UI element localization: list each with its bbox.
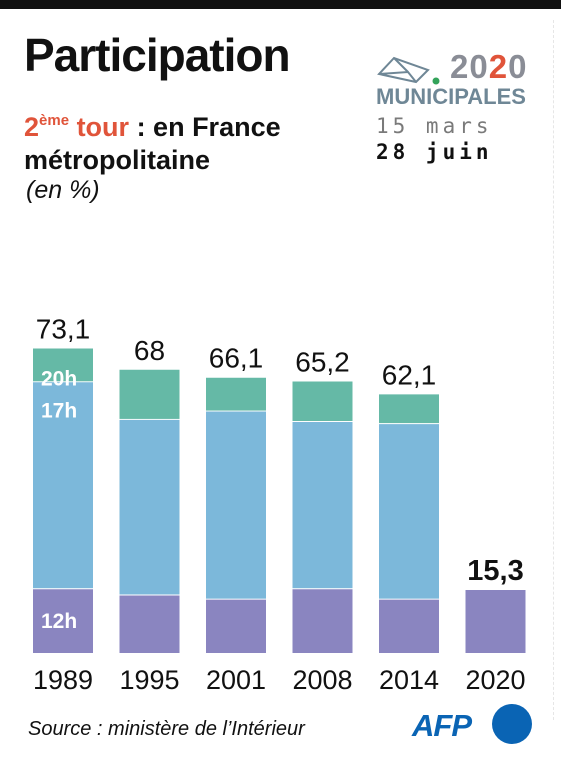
total-label-2020: 15,3 [467, 555, 523, 587]
bar-segment-12h-2001 [206, 598, 266, 653]
bar-segment-12h-1995 [119, 594, 180, 653]
bar-segment-17h-2001 [206, 410, 266, 599]
turnout-bar-chart: 73,1 1989 68 1995 66,1 2001 65,2 2008 62,1 2014 15… [33, 313, 526, 695]
bar-segment-20h-2014 [379, 393, 439, 424]
category-label-1995: 1995 [119, 665, 179, 695]
category-label-1989: 1989 [33, 665, 93, 695]
segment-label-20h: 20h [41, 367, 77, 390]
logo-date-first-round: 15 mars [376, 114, 493, 138]
bar-segment-12h-2008 [292, 588, 353, 653]
bar-segment-12h-1989 [33, 588, 93, 653]
bar-segment-20h-1995 [119, 368, 180, 419]
municipales-logo: 2020 MUNICIPALES 15 mars 28 juin [376, 44, 546, 164]
top-bar [0, 0, 561, 9]
logo-year: 2020 [450, 48, 528, 85]
bar-segment-17h-2008 [292, 421, 353, 589]
unit-label: (en %) [26, 176, 100, 204]
afp-logo: AFP [412, 704, 542, 748]
bar-segment-17h-2014 [379, 423, 439, 599]
category-label-2001: 2001 [206, 665, 266, 695]
bar-segment-20h-2008 [292, 380, 353, 422]
edge-guide [553, 20, 554, 720]
category-label-2020: 2020 [465, 665, 525, 695]
source-note: Source : ministère de l’Intérieur [28, 718, 305, 740]
total-label-1995: 68 [134, 335, 165, 366]
bar-segment-17h-1989 [33, 381, 93, 589]
bar-segment-12h-2020 [465, 589, 526, 653]
logo-title: MUNICIPALES [376, 84, 526, 109]
afp-wordmark: AFP [412, 708, 472, 743]
bar-segment-12h-2014 [379, 598, 439, 653]
bar-segment-17h-1995 [119, 418, 180, 595]
subtitle-round: 2ème tour [24, 112, 130, 142]
total-label-2008: 65,2 [295, 346, 350, 377]
total-label-2014: 62,1 [382, 359, 437, 390]
bar-segment-20h-2001 [206, 376, 266, 411]
ballot-envelope-icon [377, 56, 440, 85]
page-title: Participation [24, 29, 291, 81]
logo-date-second-round: 28 juin [376, 140, 493, 164]
afp-dot-icon [492, 704, 532, 744]
bar-segment-20h-1989 [33, 347, 93, 382]
segment-label-17h: 17h [41, 399, 77, 422]
page-subtitle: 2ème tour : en France métropolitaine [24, 104, 354, 177]
total-label-1989: 73,1 [36, 313, 91, 344]
subtitle-rest: : en France métropolitaine [24, 112, 281, 175]
total-label-2001: 66,1 [209, 343, 264, 374]
category-label-2014: 2014 [379, 665, 439, 695]
segment-label-12h: 12h [41, 610, 77, 633]
category-label-2008: 2008 [292, 665, 352, 695]
